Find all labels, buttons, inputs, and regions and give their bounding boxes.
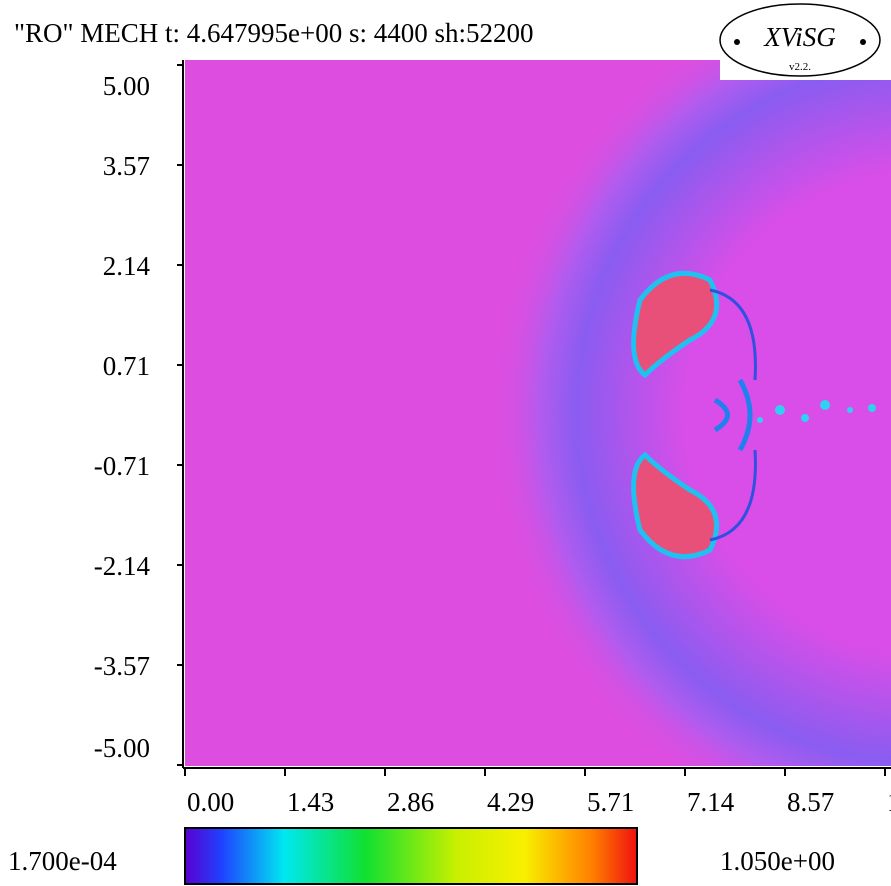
x-tick-label: 7.14 (687, 787, 735, 817)
y-tick-label: 0.71 (103, 351, 150, 381)
y-tick-label: -2.14 (94, 551, 151, 581)
logo: XViSG (763, 22, 835, 52)
title: "RO" MECH t: 4.647995e+00 s: 4400 sh:522… (14, 18, 534, 48)
logo-dot (734, 39, 740, 45)
colorbar (184, 827, 638, 885)
x-tick-label: 1.43 (287, 787, 334, 817)
colorbar-max: 1.050e+00 (720, 846, 835, 876)
x-tick-label: 8.57 (787, 787, 834, 817)
logo-dot (860, 39, 866, 45)
y-tick-label: -0.71 (94, 451, 150, 481)
y-tick-label: 2.14 (103, 251, 151, 281)
y-tick-label: -5.00 (94, 733, 150, 763)
field-image (185, 60, 891, 766)
x-tick-label: 4.29 (487, 787, 534, 817)
logo-version: v2.2. (789, 61, 811, 73)
colorbar-min: 1.700e-04 (8, 846, 117, 876)
y-tick-label: 3.57 (103, 151, 150, 181)
x-tick-label: 10.00 (887, 787, 891, 817)
x-tick-label: 2.86 (387, 787, 434, 817)
logo-ellipse (719, 3, 881, 77)
x-tick-label: 5.71 (587, 787, 634, 817)
x-tick-label: 0.00 (187, 787, 234, 817)
y-tick-label: 5.00 (103, 71, 150, 101)
y-tick-label: -3.57 (94, 651, 150, 681)
